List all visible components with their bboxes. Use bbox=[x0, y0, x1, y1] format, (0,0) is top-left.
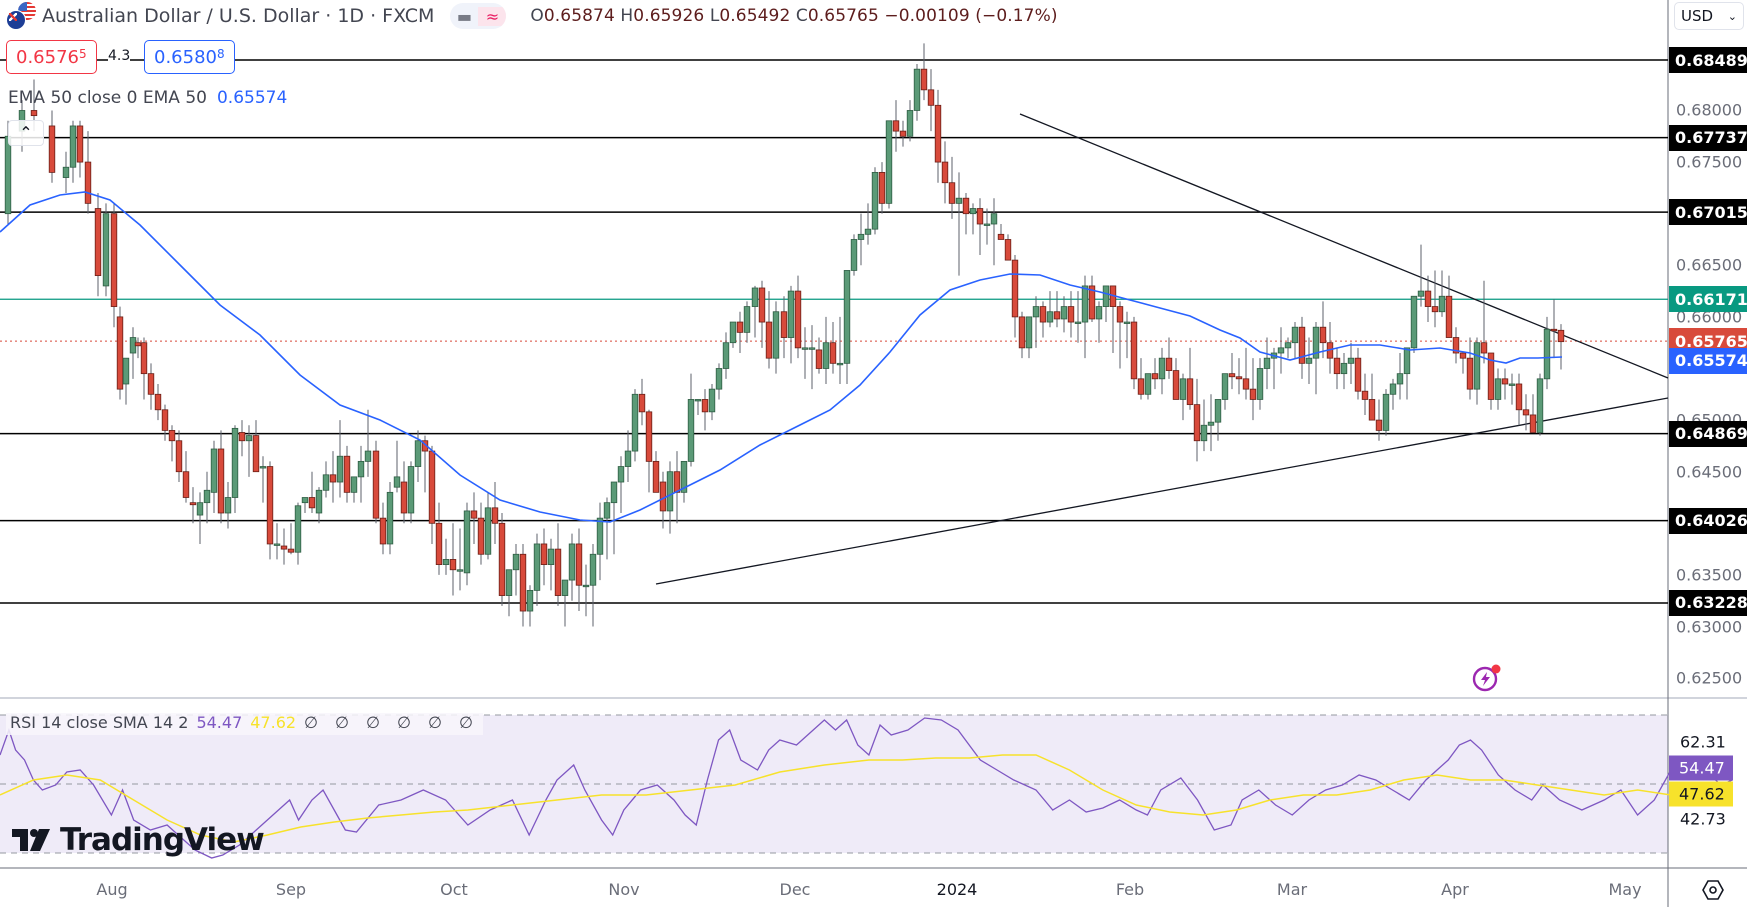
time-tick: 2024 bbox=[936, 880, 978, 899]
ema-line bbox=[0, 191, 1563, 523]
rsi-tag: 54.47 bbox=[1669, 755, 1733, 781]
spread-value: 4.3 bbox=[108, 48, 131, 64]
settings-gear-icon[interactable] bbox=[1701, 878, 1725, 902]
rsi-sma-line bbox=[0, 754, 1733, 843]
price-tag: 0.64869 bbox=[1669, 420, 1747, 447]
chart-mode-pill[interactable]: ▬ ≈ bbox=[450, 3, 507, 29]
rsi-line bbox=[0, 717, 1733, 859]
price-tag: 0.63228 bbox=[1669, 589, 1747, 616]
rsi-sma-value: 47.62 bbox=[250, 713, 297, 732]
rsi-value: 54.47 bbox=[196, 713, 243, 732]
buy-price-button[interactable]: 0.6580 8 bbox=[144, 40, 235, 74]
currency-select[interactable]: USD ⌄ bbox=[1674, 2, 1744, 30]
symbol-title[interactable]: Australian Dollar / U.S. Dollar · 1D · F… bbox=[42, 5, 435, 27]
price-tick: 0.68000 bbox=[1676, 100, 1743, 120]
chevron-up-icon: ⌃ bbox=[19, 123, 33, 142]
sell-price-button[interactable]: 0.6576 5 bbox=[6, 40, 97, 74]
time-tick: Sep bbox=[275, 880, 307, 899]
rsi-tick: 62.31 bbox=[1680, 732, 1726, 752]
change-value: −0.00109 (−0.17%) bbox=[884, 6, 1058, 26]
rsi-na-values: ∅ ∅ ∅ ∅ ∅ ∅ bbox=[304, 713, 480, 732]
price-tick: 0.67500 bbox=[1676, 152, 1743, 172]
lightning-alert-icon[interactable] bbox=[1470, 662, 1502, 694]
price-tick: 0.62500 bbox=[1676, 668, 1743, 688]
time-tick: Aug bbox=[96, 880, 128, 899]
price-tag: 0.65574 bbox=[1669, 347, 1747, 374]
price-tick: 0.63500 bbox=[1676, 565, 1743, 585]
tradingview-logo-icon bbox=[12, 829, 50, 851]
aud-usd-flag-icon bbox=[6, 2, 36, 30]
ema-legend[interactable]: EMA 50 close 0 EMA 50 0.65574 bbox=[8, 88, 288, 108]
time-tick: Mar bbox=[1276, 880, 1308, 899]
time-tick: Dec bbox=[779, 880, 811, 899]
time-tick: Feb bbox=[1115, 880, 1145, 899]
symbol-header: Australian Dollar / U.S. Dollar · 1D · F… bbox=[6, 2, 1058, 30]
price-tick: 0.66500 bbox=[1676, 255, 1743, 275]
rsi-tag: 47.62 bbox=[1669, 781, 1733, 807]
collapse-legend-button[interactable]: ⌃ bbox=[8, 120, 44, 146]
time-tick: Nov bbox=[608, 880, 640, 899]
tradingview-logo[interactable]: TradingView bbox=[12, 822, 265, 858]
price-tag: 0.68489 bbox=[1669, 47, 1747, 73]
rsi-legend[interactable]: RSI 14 close SMA 14 2 54.47 47.62 ∅ ∅ ∅ ∅ ∅… bbox=[6, 713, 484, 735]
rsi-tick: 42.73 bbox=[1680, 809, 1726, 829]
chevron-down-icon: ⌄ bbox=[1727, 9, 1737, 23]
approx-icon[interactable]: ≈ bbox=[478, 6, 507, 26]
price-tick: 0.63000 bbox=[1676, 617, 1743, 637]
time-tick: Oct bbox=[440, 880, 468, 899]
price-tag: 0.64026 bbox=[1669, 507, 1747, 534]
ema-value: 0.65574 bbox=[216, 88, 288, 108]
price-tag: 0.66171 bbox=[1669, 286, 1747, 313]
minus-icon[interactable]: ▬ bbox=[456, 6, 472, 26]
time-tick: Apr bbox=[1441, 880, 1469, 899]
price-tag: 0.67015 bbox=[1669, 199, 1747, 226]
ohlc-values: O0.65874 H0.65926 L0.65492 C0.65765 −0.0… bbox=[530, 6, 1058, 26]
candles bbox=[4, 43, 1565, 627]
price-tag: 0.67737 bbox=[1669, 124, 1747, 151]
time-tick: May bbox=[1608, 880, 1642, 899]
price-tick: 0.64500 bbox=[1676, 462, 1743, 482]
